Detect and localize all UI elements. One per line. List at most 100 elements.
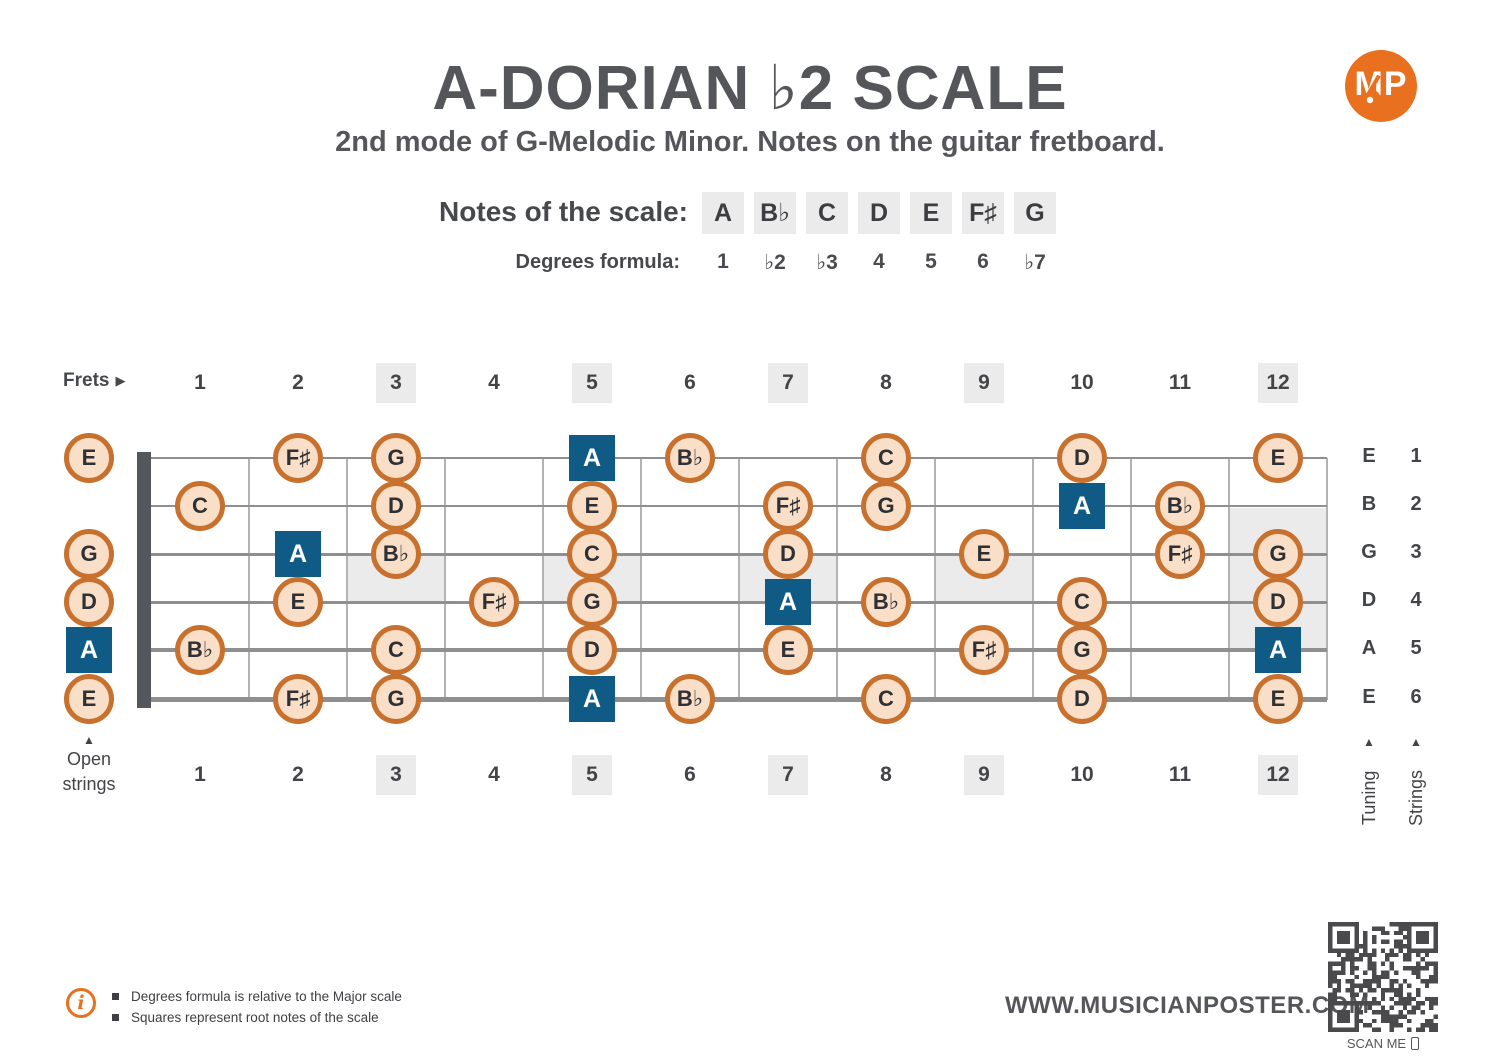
tuning-label: ▲ Tuning — [1352, 735, 1386, 848]
string-line-1 — [151, 457, 1327, 459]
note-marker-fret0-string1: E — [64, 433, 114, 483]
note-marker-fret2-string1: F♯ — [273, 433, 323, 483]
string-line-5 — [151, 648, 1327, 652]
fret-number-top-12: 12 — [1258, 363, 1298, 403]
note-marker-fret6-string6: B♭ — [665, 674, 715, 724]
info-icon: i — [66, 988, 96, 1018]
note-marker-fret10-string1: D — [1057, 433, 1107, 483]
scale-note-box: B♭ — [754, 192, 796, 234]
degree-cell: 6 — [977, 250, 989, 273]
degree-cell: ♭7 — [1024, 250, 1046, 274]
note-marker-fret8-string1: C — [861, 433, 911, 483]
root-note-marker-fret5-string6: A — [569, 676, 615, 722]
tuning-letter-string-4: D — [1361, 589, 1377, 611]
info-note: Squares represent root notes of the scal… — [112, 1007, 402, 1028]
note-marker-fret3-string5: C — [371, 625, 421, 675]
note-marker-fret5-string4: G — [567, 577, 617, 627]
note-marker-fret3-string1: G — [371, 433, 421, 483]
tuning-letter-string-5: A — [1361, 637, 1377, 659]
note-marker-fret5-string5: D — [567, 625, 617, 675]
tuning-letter-string-6: E — [1362, 686, 1376, 708]
strings-up-arrow-icon: ▲ — [1410, 735, 1422, 749]
qr-code — [1328, 922, 1438, 1032]
fret-number-bottom-3: 3 — [376, 755, 416, 795]
scale-note-box: G — [1014, 192, 1056, 234]
fret-number-top-5: 5 — [572, 363, 612, 403]
square-bullet-icon — [112, 993, 119, 1000]
degree-cell: ♭2 — [764, 250, 786, 274]
fret-number-top-4: 4 — [488, 371, 500, 394]
note-marker-fret10-string4: C — [1057, 577, 1107, 627]
note-marker-fret4-string4: F♯ — [469, 577, 519, 627]
note-marker-fret1-string2: C — [175, 481, 225, 531]
string-line-3 — [151, 553, 1327, 556]
note-marker-fret5-string3: C — [567, 529, 617, 579]
brand-logo: MP — [1345, 50, 1417, 122]
root-note-marker-fret12-string5: A — [1255, 627, 1301, 673]
strings-label: ▲ Strings — [1399, 735, 1433, 848]
string-number-5: 5 — [1410, 637, 1422, 659]
fret-line-3 — [444, 458, 446, 700]
fret-line-4 — [542, 458, 544, 700]
open-strings-up-arrow-icon: ▲ — [83, 733, 95, 747]
degree-cell: 4 — [873, 250, 885, 273]
square-bullet-icon — [112, 1014, 119, 1021]
fret-number-bottom-4: 4 — [488, 763, 500, 786]
guitar-icon — [1358, 74, 1381, 113]
fret-number-bottom-5: 5 — [572, 755, 612, 795]
note-marker-fret11-string3: F♯ — [1155, 529, 1205, 579]
root-note-marker-fret7-string4: A — [765, 579, 811, 625]
scale-note-box: E — [910, 192, 952, 234]
root-note-marker-fret5-string1: A — [569, 435, 615, 481]
tuning-up-arrow-icon: ▲ — [1363, 735, 1375, 749]
note-marker-fret0-string4: D — [64, 577, 114, 627]
note-marker-fret2-string6: F♯ — [273, 674, 323, 724]
string-line-2 — [151, 505, 1327, 507]
note-marker-fret9-string3: E — [959, 529, 1009, 579]
tuning-letter-string-3: G — [1361, 541, 1377, 563]
fret-number-top-11: 11 — [1168, 371, 1192, 394]
note-marker-fret2-string4: E — [273, 577, 323, 627]
note-marker-fret10-string6: D — [1057, 674, 1107, 724]
phone-icon — [1411, 1037, 1420, 1050]
note-marker-fret9-string5: F♯ — [959, 625, 1009, 675]
info-note: Degrees formula is relative to the Major… — [112, 986, 402, 1007]
info-notes: Degrees formula is relative to the Major… — [112, 986, 402, 1028]
tuning-letter-string-1: E — [1362, 445, 1376, 467]
fret-number-bottom-10: 10 — [1070, 763, 1094, 786]
string-number-1: 1 — [1410, 445, 1422, 467]
note-marker-fret8-string6: C — [861, 674, 911, 724]
note-marker-fret11-string2: B♭ — [1155, 481, 1205, 531]
note-marker-fret12-string4: D — [1253, 577, 1303, 627]
string-number-2: 2 — [1410, 493, 1422, 515]
fret-number-top-7: 7 — [768, 363, 808, 403]
note-marker-fret3-string3: B♭ — [371, 529, 421, 579]
note-marker-fret0-string6: E — [64, 674, 114, 724]
fret-line-10 — [1130, 458, 1132, 700]
notes-of-scale-label: Notes of the scale: — [439, 196, 688, 227]
page-subtitle: 2nd mode of G-Melodic Minor. Notes on th… — [335, 126, 1165, 158]
fret-line-12 — [1326, 458, 1328, 700]
degrees-formula-label: Degrees formula: — [515, 251, 681, 273]
note-marker-fret5-string2: E — [567, 481, 617, 531]
fret-line-9 — [1032, 458, 1034, 700]
scale-note-box: D — [858, 192, 900, 234]
degree-cell: ♭3 — [816, 250, 838, 274]
note-marker-fret12-string6: E — [1253, 674, 1303, 724]
note-marker-fret12-string1: E — [1253, 433, 1303, 483]
note-marker-fret8-string4: B♭ — [861, 577, 911, 627]
fret-number-bottom-12: 12 — [1258, 755, 1298, 795]
fret-number-top-10: 10 — [1070, 371, 1094, 394]
fret-number-bottom-6: 6 — [684, 763, 696, 786]
string-number-6: 6 — [1410, 686, 1422, 708]
note-marker-fret10-string5: G — [1057, 625, 1107, 675]
degree-cell: 1 — [717, 250, 729, 273]
note-marker-fret1-string5: B♭ — [175, 625, 225, 675]
frets-label: Frets ▶ — [63, 370, 126, 391]
fret-number-top-2: 2 — [292, 371, 304, 394]
note-marker-fret12-string3: G — [1253, 529, 1303, 579]
fret-line-11 — [1228, 458, 1230, 700]
fret-line-1 — [248, 458, 250, 700]
nut — [137, 452, 151, 708]
